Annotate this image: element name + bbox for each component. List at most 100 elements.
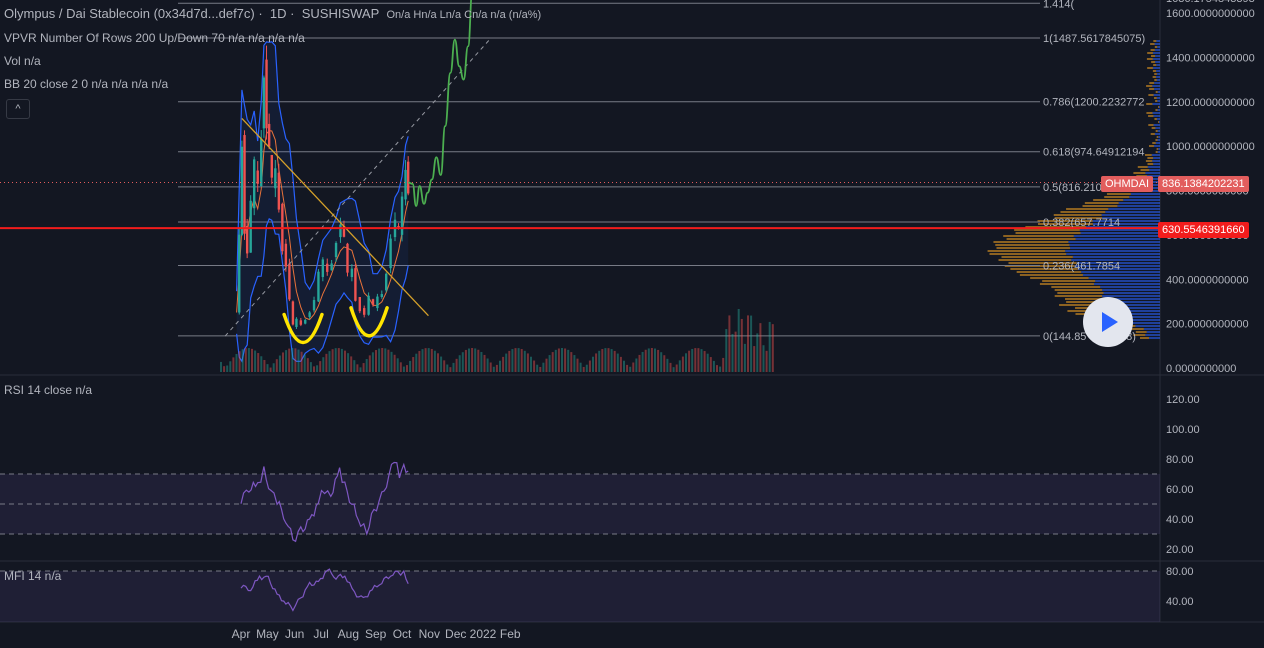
play-button[interactable] [1083, 297, 1133, 347]
candle-body [285, 244, 287, 267]
volume-bar [453, 363, 455, 372]
vol-legend[interactable]: Vol n/a [4, 54, 41, 68]
vpvr-bar-down [1066, 208, 1108, 210]
volume-bar [322, 357, 324, 372]
time-tick-label: Apr [232, 627, 251, 641]
volume-bar [673, 367, 675, 372]
vpvr-bar-down [1151, 55, 1155, 57]
vpvr-bar-up [1152, 154, 1160, 156]
vpvr-bar-up [1156, 70, 1160, 72]
volume-bar [722, 358, 724, 372]
candle-body [322, 259, 324, 277]
vpvr-bar-up [1145, 172, 1160, 174]
volume-bar [254, 351, 256, 372]
volume-bar [583, 367, 585, 372]
volume-bar [530, 357, 532, 372]
vpvr-bar-up [1155, 61, 1160, 63]
volume-bar [270, 368, 272, 372]
vpvr-bar-down [1154, 97, 1157, 99]
vpvr-bar-down [1051, 286, 1100, 288]
vpvr-bar-down [1148, 115, 1153, 117]
candle-body [278, 173, 280, 210]
volume-bar [493, 367, 495, 372]
vpvr-bar-down [1001, 256, 1072, 258]
time-tick-label: Sep [365, 627, 387, 641]
vpvr-bar-up [1108, 208, 1160, 210]
collapse-legend-button[interactable]: ^ [6, 99, 30, 119]
support-price-tag: 630.5546391660 [1158, 222, 1249, 238]
vpvr-bar-up [1154, 94, 1160, 96]
vpvr-bar-up [1152, 85, 1160, 87]
volume-bar [592, 357, 594, 372]
volume-bar [598, 351, 600, 372]
volume-bar [756, 333, 758, 372]
volume-bar [564, 348, 566, 372]
vpvr-bar-down [1149, 82, 1154, 84]
vpvr-bar-up [1145, 334, 1160, 336]
volume-bar [356, 364, 358, 372]
volume-bar [400, 362, 402, 372]
volume-bar [710, 357, 712, 372]
vpvr-bar-up [1156, 64, 1160, 66]
candle-body [367, 296, 369, 315]
volume-bar [260, 356, 262, 372]
interval-label[interactable]: 1D [270, 6, 287, 21]
volume-bar [301, 352, 303, 372]
volume-bar [701, 349, 703, 372]
play-icon [1102, 312, 1118, 332]
volume-bar [549, 355, 551, 372]
legend-symbol-row: Olympus / Dai Stablecoin (0x34d7d...def7… [4, 6, 541, 21]
rsi-legend[interactable]: RSI 14 close n/a [4, 383, 92, 397]
volume-bar [580, 363, 582, 372]
vpvr-bar-up [1154, 88, 1160, 90]
volume-bar [725, 329, 727, 372]
vpvr-bar-up [1068, 241, 1160, 243]
volume-bar [412, 357, 414, 372]
volume-bar [707, 354, 709, 372]
volume-bar [428, 348, 430, 372]
volume-bar [232, 357, 234, 372]
volume-bar [694, 348, 696, 372]
volume-bar [363, 363, 365, 372]
volume-bar [772, 324, 774, 372]
candle-body [326, 264, 328, 272]
time-tick-label: May [256, 627, 279, 641]
vpvr-bar-up [1148, 166, 1160, 168]
vpvr-bar-down [1107, 193, 1131, 195]
vpvr-bar-down [1145, 154, 1152, 156]
symbol-name[interactable]: Olympus / Dai Stablecoin (0x34d7d...def7… [4, 6, 255, 21]
vpvr-bar-up [1153, 67, 1160, 69]
vpvr-bar-down [1153, 70, 1156, 72]
volume-bar [586, 365, 588, 372]
volume-bar [375, 350, 377, 372]
bb-legend[interactable]: BB 20 close 2 0 n/a n/a n/a n/a [4, 77, 168, 91]
volume-bar [291, 348, 293, 372]
time-tick-label: Jul [313, 627, 328, 641]
vpvr-bar-up [1158, 148, 1160, 150]
volume-bar [459, 355, 461, 372]
vpvr-bar-down [1149, 88, 1154, 90]
volume-bar [663, 355, 665, 372]
vpvr-bar-down [1042, 280, 1095, 282]
volume-bar [546, 359, 548, 372]
volume-bar [697, 348, 699, 372]
ohlc-values: On/a Hn/a Ln/a Cn/a n/a (n/a%) [386, 9, 541, 21]
volume-bar [685, 353, 687, 372]
mfi-legend[interactable]: MFI 14 n/a [4, 569, 61, 583]
vpvr-bar-down [1149, 145, 1154, 147]
candle-body [308, 312, 310, 317]
volume-bar [360, 367, 362, 372]
vpvr-bar-down [1136, 331, 1147, 333]
volume-bar [462, 352, 464, 372]
vpvr-bar-up [1131, 193, 1160, 195]
volume-bar [573, 355, 575, 372]
projection-curve [408, 0, 472, 206]
volume-bar [279, 356, 281, 372]
vpvr-legend[interactable]: VPVR Number Of Rows 200 Up/Down 70 n/a n… [4, 31, 305, 45]
vpvr-bar-down [1151, 49, 1155, 51]
vpvr-bar-down [1155, 46, 1157, 48]
candle-body [397, 226, 399, 227]
volume-bar [670, 363, 672, 372]
vpvr-bar-up [1155, 133, 1160, 135]
